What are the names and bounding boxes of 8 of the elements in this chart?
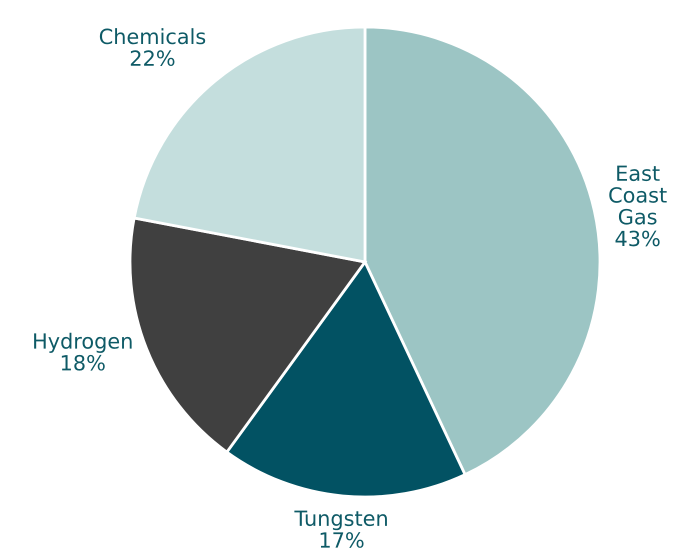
data-label: 17% — [320, 532, 364, 548]
data-label: 22% — [130, 50, 174, 66]
slice-label: East Coast Gas — [609, 166, 667, 225]
data-label: 18% — [62, 354, 105, 371]
data-label: 43% — [616, 230, 660, 246]
slice-label: Hydrogen — [34, 332, 132, 353]
slice-label: Tungsten — [294, 510, 387, 530]
slice-label: Chemicals — [100, 28, 206, 44]
